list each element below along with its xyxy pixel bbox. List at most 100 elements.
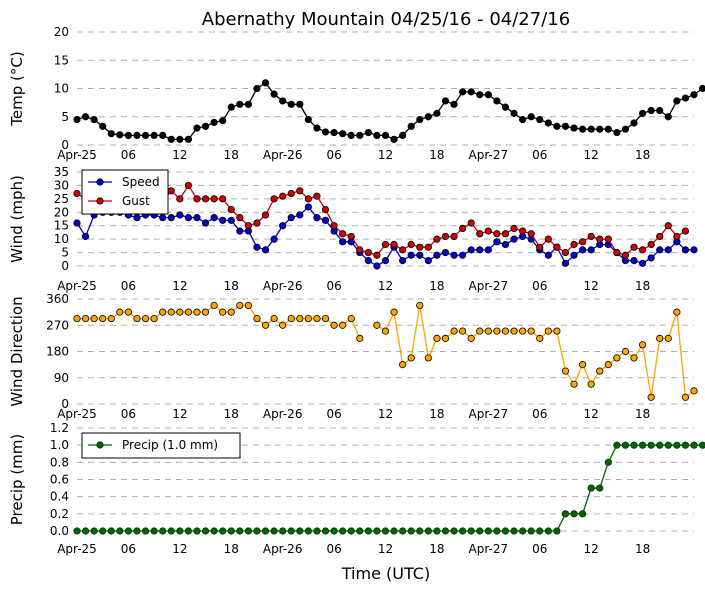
data-point-gust [450,232,458,241]
data-point-speed [167,214,175,222]
data-point-direction [176,308,184,316]
data-point-gust [561,248,570,257]
data-point-precip [339,527,347,535]
data-point-precip [656,441,664,449]
data-point-direction [210,301,218,310]
data-point-direction [116,308,124,316]
data-point-speed [73,219,81,227]
x-tick-label: 12 [378,542,393,556]
data-point-direction [133,314,141,323]
data-point-precip [296,527,304,535]
data-point-precip [304,527,312,535]
y-tick-label: 10 [54,82,69,96]
data-point-direction [459,327,467,335]
data-point-direction [604,361,612,369]
data-point-direction [587,380,595,388]
data-point-gust [304,195,312,203]
data-point-temp [390,135,398,143]
data-point-precip [664,441,672,449]
y-axis-label: Wind Direction [8,296,26,406]
data-point-gust [433,235,441,243]
data-point-gust [390,240,398,249]
data-point-temp [279,97,287,105]
data-point-gust [630,243,638,251]
data-point-temp [416,115,424,124]
y-tick-label: 0.4 [50,490,69,504]
data-point-direction [193,308,201,316]
data-point-direction [219,308,227,316]
data-point-temp [570,124,578,132]
data-point-temp [124,131,133,139]
data-point-temp [621,125,630,133]
data-point-temp [356,131,364,139]
data-point-direction [681,393,690,401]
x-tick-label: Apr-27 [469,542,509,556]
data-point-precip [261,527,270,535]
data-point-gust [476,230,484,238]
data-point-temp [270,90,278,98]
data-point-precip [99,527,107,535]
x-tick-label: Apr-26 [263,407,303,421]
data-point-temp [287,100,295,108]
x-tick-label: 18 [224,407,239,421]
data-point-precip [90,527,98,535]
data-point-temp [433,109,441,117]
data-point-gust [373,251,381,259]
x-tick-label: Apr-25 [57,542,97,556]
data-point-speed [459,251,467,259]
data-point-speed [416,251,424,259]
data-point-direction [613,354,621,362]
data-point-precip [193,527,201,535]
x-tick-label: 12 [584,148,599,162]
data-point-gust [313,192,321,200]
data-point-speed [219,216,227,224]
data-point-precip [561,510,570,518]
data-point-speed [321,216,330,224]
data-point-temp [527,113,535,121]
legend-label-precip: Precip (1.0 mm) [122,438,218,452]
data-point-speed [441,248,450,257]
data-point-gust [201,195,210,203]
x-tick-label: 18 [429,148,444,162]
data-point-gust [176,195,184,203]
data-point-gust [210,195,218,203]
data-point-direction [630,354,638,362]
data-point-temp [193,124,201,132]
chart-title: Abernathy Mountain 04/25/16 - 04/27/16 [202,9,570,30]
data-point-speed [690,246,698,254]
data-point-gust [73,189,81,198]
data-point-gust [519,227,527,235]
x-tick-label: Apr-27 [469,279,509,293]
data-point-speed [270,235,278,243]
data-point-temp [159,131,167,139]
x-tick-label: 18 [635,279,650,293]
x-tick-label: 12 [584,279,599,293]
data-point-speed [373,262,381,270]
data-point-temp [373,131,381,139]
data-point-precip [279,527,287,535]
data-point-direction [424,354,432,362]
data-point-temp [510,109,518,117]
data-point-temp [638,109,647,117]
x-tick-label: 06 [326,542,341,556]
legend-marker-precip [96,441,104,449]
x-tick-label: 12 [172,407,187,421]
x-tick-label: 06 [532,279,547,293]
data-point-speed [647,254,655,262]
data-point-direction [664,334,672,342]
data-point-direction [553,327,561,335]
data-point-precip [604,458,612,466]
data-point-speed [467,246,475,254]
data-point-temp [441,97,450,105]
data-point-direction [519,327,527,335]
data-point-temp [647,106,655,115]
data-point-precip [673,441,681,449]
data-point-direction [390,308,398,316]
data-point-direction [493,327,501,335]
data-point-precip [124,527,133,535]
data-point-temp [476,91,484,99]
data-point-temp [673,97,681,105]
data-point-precip [176,527,184,535]
x-tick-label: 12 [378,279,393,293]
